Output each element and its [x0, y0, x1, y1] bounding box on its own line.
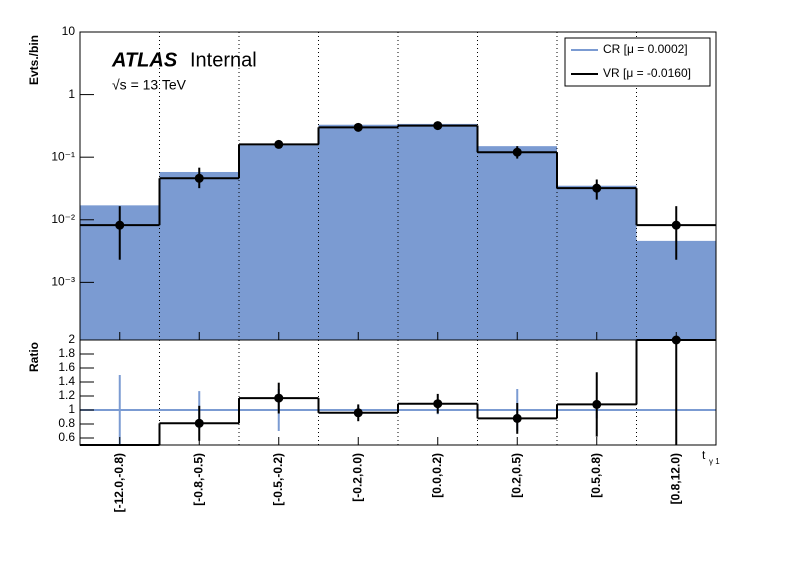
bar [318, 124, 398, 341]
y-tick-label: 1.4 [58, 374, 75, 388]
legend-box [564, 37, 711, 87]
data-point [592, 399, 602, 409]
data-point [512, 147, 522, 157]
y-tick-label: 1 [68, 402, 75, 416]
bar [239, 145, 319, 340]
legend-label: VR [μ = -0.0160] [603, 66, 691, 80]
x-tick-label: [-0.5,-0.2) [271, 453, 285, 506]
data-point [592, 183, 602, 193]
x-axis-label-sub: γ 1 [709, 457, 720, 466]
data-point [115, 220, 125, 230]
experiment-label: ATLAS [111, 49, 178, 71]
y-tick-label: 2 [68, 332, 75, 346]
y-tick-label: 1 [68, 87, 75, 101]
x-tick-label: [0.8,12.0) [668, 453, 682, 504]
x-tick-label: [-0.2,0.0) [350, 453, 364, 502]
y-tick-label: 0.6 [58, 430, 75, 444]
y-tick-label: 1.2 [58, 388, 75, 402]
x-axis-label: t [702, 448, 706, 462]
bar [557, 185, 637, 340]
data-point [512, 413, 522, 423]
y-tick-label: 10⁻² [51, 212, 75, 226]
bar [477, 146, 557, 340]
x-tick-label: [-12.0,-0.8) [112, 453, 126, 512]
y-tick-label: 0.8 [58, 416, 75, 430]
data-point [274, 139, 284, 149]
y-axis-label: Evts./bin [27, 35, 41, 85]
x-tick-label: [-0.8,-0.5) [191, 453, 205, 506]
energy-label: √s = 13 TeV [112, 77, 187, 93]
data-point [671, 220, 681, 230]
x-tick-label: [0.0,0.2) [430, 453, 444, 498]
x-tick-label: [0.2,0.5) [509, 453, 523, 498]
y-tick-label: 10⁻³ [51, 275, 75, 289]
data-point [433, 121, 443, 131]
status-label: Internal [190, 49, 257, 71]
y-tick-label: 10 [62, 24, 76, 38]
data-point [194, 173, 204, 183]
legend-label: CR [μ = 0.0002] [603, 42, 688, 56]
data-point [194, 418, 204, 428]
y-tick-label: 1.6 [58, 360, 75, 374]
ratio-axis-label: Ratio [27, 342, 41, 372]
data-point [274, 393, 284, 403]
bar [159, 171, 239, 340]
data-point [353, 122, 363, 132]
y-tick-label: 10⁻¹ [51, 149, 75, 163]
y-tick-label: 1.8 [58, 346, 75, 360]
plot-frame [79, 339, 717, 446]
bar [398, 123, 478, 341]
data-point [433, 399, 443, 409]
x-tick-label: [0.5,0.8) [589, 453, 603, 498]
data-point [353, 408, 363, 418]
